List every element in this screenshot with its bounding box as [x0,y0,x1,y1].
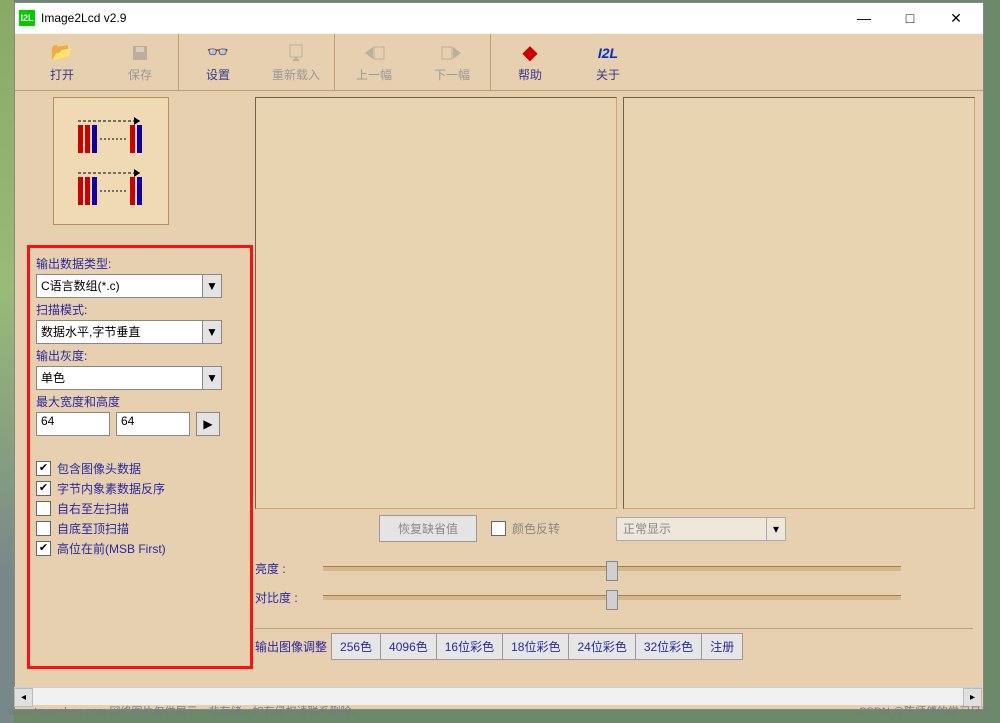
max-dimensions-label: 最大宽度和高度 [36,393,244,410]
output-preview-panel [623,97,975,509]
about-tool-button[interactable]: I2L 关于 [569,34,647,90]
checkbox-label: 字节内象素数据反序 [57,480,165,497]
checkbox[interactable] [36,521,51,536]
dropdown-icon[interactable]: ▾ [766,518,785,540]
dropdown-icon[interactable]: ▼ [202,367,221,389]
checkbox-label: 包含图像头数据 [57,460,141,477]
apply-dimensions-button[interactable]: ▶ [196,412,220,436]
output-adjust-label: 输出图像调整 [255,638,327,655]
slider-thumb-icon[interactable] [606,590,618,610]
source-preview-panel [255,97,617,509]
color-invert-label: 颜色反转 [512,520,560,537]
option-row: ✔ 高位在前(MSB First) [36,540,244,557]
scan-mode-value: 数据水平,字节垂直 [37,321,202,343]
footer-left-text: www.toymoban.com 网络图片仅供展示，非存储，如有侵权请联系删除。 [8,703,362,719]
tool-label: 帮助 [518,66,542,83]
settings-panel-highlight: 输出数据类型: C语言数组(*.c) ▼ 扫描模式: 数据水平,字节垂直 ▼ 输… [27,245,253,669]
tool-label: 重新载入 [272,66,320,83]
checkbox[interactable]: ✔ [36,461,51,476]
reload-tool-button: 重新载入 [257,34,335,90]
scan-mode-label: 扫描模式: [36,301,244,318]
reload-icon [284,42,308,64]
tool-label: 上一幅 [356,66,392,83]
settings-icon: 👓 [206,42,230,64]
max-width-input[interactable]: 64 [36,412,110,436]
output-adjust-tabs: 输出图像调整 256色4096色16位彩色18位彩色24位彩色32位彩色注册 [255,628,973,660]
close-button[interactable]: ✕ [933,3,979,33]
tool-label: 设置 [206,66,230,83]
options-checklist: ✔ 包含图像头数据 ✔ 字节内象素数据反序自右至左扫描自底至顶扫描 ✔ 高位在前(MSB … [36,460,244,557]
settings-tool-button[interactable]: 👓 设置 [179,34,257,90]
option-row: 自右至左扫描 [36,500,244,517]
color-tab-button[interactable]: 注册 [701,633,743,660]
scan-mode-combo[interactable]: 数据水平,字节垂直 ▼ [36,320,222,344]
about-icon: I2L [596,42,620,64]
save-tool-button: 保存 [101,34,179,90]
display-mode-combo[interactable]: 正常显示 ▾ [616,517,786,541]
checkbox[interactable]: ✔ [36,541,51,556]
color-tab-button[interactable]: 18位彩色 [502,633,569,660]
slider-thumb-icon[interactable] [606,561,618,581]
brightness-label: 亮度 : [255,560,315,577]
help-tool-button[interactable]: ◆ 帮助 [491,34,569,90]
color-tab-button[interactable]: 32位彩色 [635,633,702,660]
page-footer: www.toymoban.com 网络图片仅供展示，非存储，如有侵权请联系删除。… [8,703,992,719]
contrast-slider[interactable] [323,595,901,600]
gray-output-value: 单色 [37,367,202,389]
app-icon: I2L [19,10,35,26]
output-type-value: C语言数组(*.c) [37,275,202,297]
prev-icon [362,42,386,64]
max-height-input[interactable]: 64 [116,412,190,436]
gray-output-combo[interactable]: 单色 ▼ [36,366,222,390]
scan-pattern-thumbnail [53,97,169,225]
window-title: Image2Lcd v2.9 [41,11,126,25]
next-icon [440,42,464,64]
contrast-label: 对比度 : [255,589,315,606]
brightness-slider[interactable] [323,566,901,571]
checkbox-label: 自底至顶扫描 [57,520,129,537]
gray-output-label: 输出灰度: [36,347,244,364]
color-tab-button[interactable]: 24位彩色 [568,633,635,660]
tool-label: 关于 [596,66,620,83]
open-tool-button[interactable]: 📂 打开 [23,34,101,90]
footer-right-text: CSDN @陈师傅的学习日志 [859,703,992,719]
titlebar[interactable]: I2L Image2Lcd v2.9 — □ ✕ [15,3,983,33]
option-row: ✔ 字节内象素数据反序 [36,480,244,497]
checkbox-label: 自右至左扫描 [57,500,129,517]
open-icon: 📂 [50,42,74,64]
option-row: ✔ 包含图像头数据 [36,460,244,477]
color-tab-button[interactable]: 4096色 [380,633,437,660]
minimize-button[interactable]: — [841,3,887,33]
output-type-label: 输出数据类型: [36,255,244,272]
next-tool-button: 下一幅 [413,34,491,90]
display-mode-value: 正常显示 [617,518,766,540]
tool-label: 保存 [128,66,152,83]
toolbar: 📂 打开 保存 👓 设置 重新载入 上一幅 下一幅 ◆ 帮助 I2L 关于 [15,33,983,91]
dropdown-icon[interactable]: ▼ [202,275,221,297]
option-row: 自底至顶扫描 [36,520,244,537]
maximize-button[interactable]: □ [887,3,933,33]
checkbox-label: 高位在前(MSB First) [57,540,166,557]
checkbox[interactable] [36,501,51,516]
desktop-background-strip [0,0,14,723]
content-area: 输出数据类型: C语言数组(*.c) ▼ 扫描模式: 数据水平,字节垂直 ▼ 输… [15,91,983,709]
checkbox[interactable]: ✔ [36,481,51,496]
save-icon [128,42,152,64]
output-type-combo[interactable]: C语言数组(*.c) ▼ [36,274,222,298]
app-window: I2L Image2Lcd v2.9 — □ ✕ 📂 打开 保存 👓 设置 重新载入 上一幅… [14,2,984,710]
restore-defaults-button[interactable]: 恢复缺省值 [379,515,477,542]
color-tab-button[interactable]: 256色 [331,633,381,660]
color-tab-button[interactable]: 16位彩色 [436,633,503,660]
color-invert-checkbox[interactable] [491,521,506,536]
tool-label: 下一幅 [434,66,470,83]
adjustments-panel: 恢复缺省值 颜色反转 正常显示 ▾ 亮度 : 对比度 : [255,515,973,660]
dropdown-icon[interactable]: ▼ [202,321,221,343]
prev-tool-button: 上一幅 [335,34,413,90]
tool-label: 打开 [50,66,74,83]
help-icon: ◆ [518,42,542,64]
